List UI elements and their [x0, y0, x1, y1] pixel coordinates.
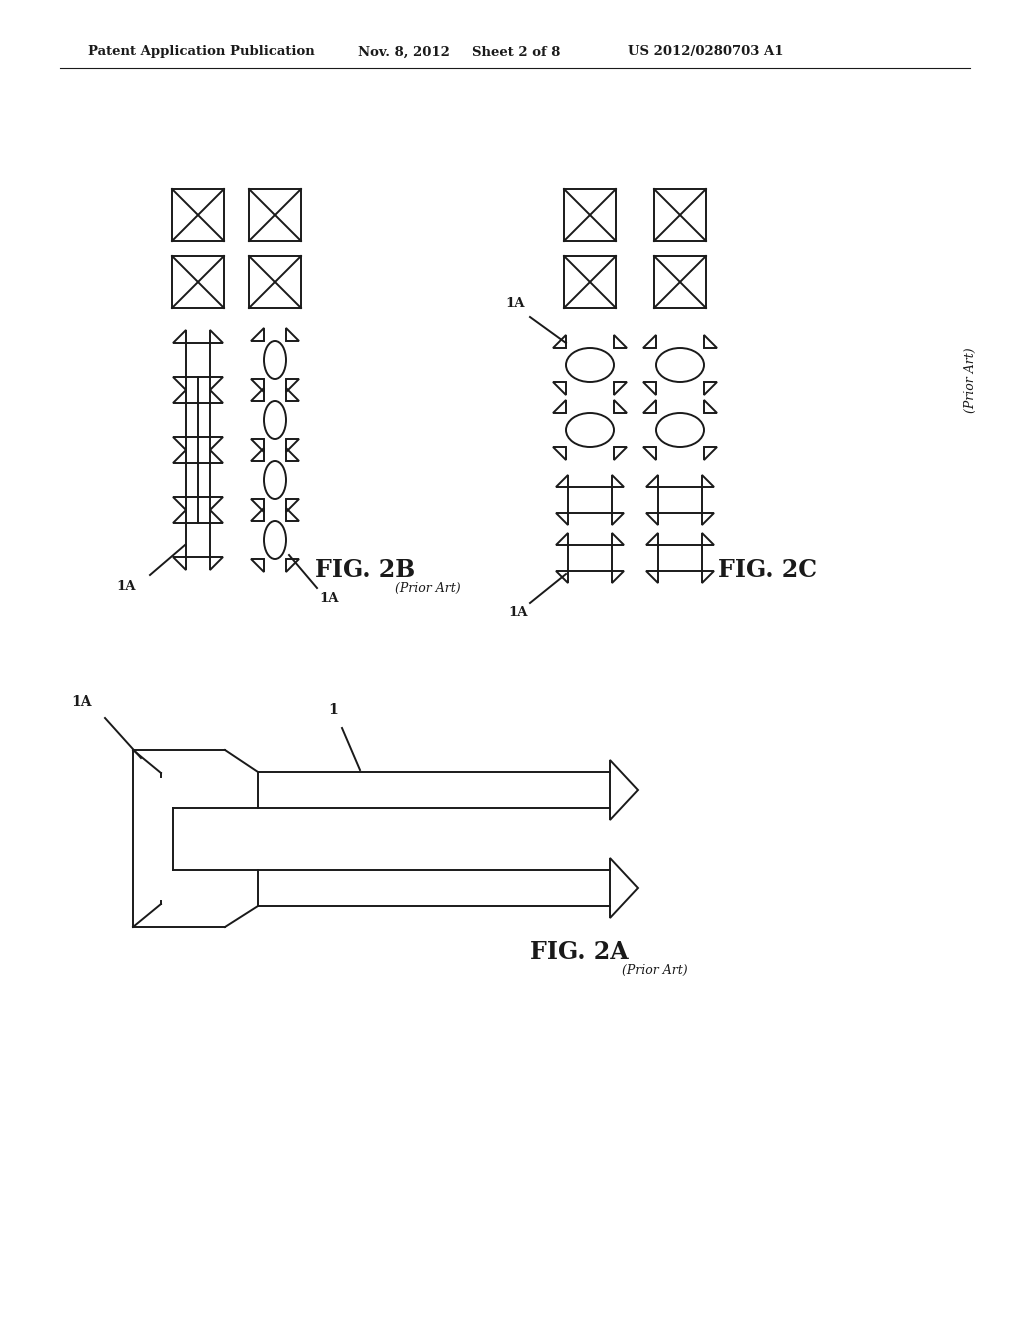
- Text: Patent Application Publication: Patent Application Publication: [88, 45, 314, 58]
- Text: (Prior Art): (Prior Art): [964, 347, 977, 413]
- Text: 1A: 1A: [508, 606, 527, 619]
- Text: 1A: 1A: [505, 297, 524, 310]
- Text: 1A: 1A: [116, 579, 135, 593]
- Bar: [568, 545, 612, 572]
- Bar: [186, 463, 210, 498]
- Text: (Prior Art): (Prior Art): [622, 964, 688, 977]
- Bar: [186, 343, 210, 378]
- Text: FIG. 2A: FIG. 2A: [530, 940, 629, 964]
- Bar: [568, 487, 612, 513]
- Text: Nov. 8, 2012: Nov. 8, 2012: [358, 45, 450, 58]
- Text: FIG. 2B: FIG. 2B: [315, 558, 415, 582]
- Text: 1A: 1A: [71, 696, 91, 709]
- Bar: [172, 189, 224, 242]
- Bar: [658, 545, 702, 572]
- Bar: [564, 256, 616, 308]
- Bar: [186, 523, 210, 557]
- Bar: [654, 189, 706, 242]
- Text: Sheet 2 of 8: Sheet 2 of 8: [472, 45, 560, 58]
- Bar: [249, 189, 301, 242]
- Text: 1A: 1A: [319, 591, 339, 605]
- Bar: [186, 403, 210, 437]
- Bar: [564, 189, 616, 242]
- Text: (Prior Art): (Prior Art): [395, 582, 461, 594]
- Bar: [249, 256, 301, 308]
- Text: US 2012/0280703 A1: US 2012/0280703 A1: [628, 45, 783, 58]
- Bar: [172, 256, 224, 308]
- Text: 1: 1: [328, 704, 338, 717]
- Bar: [654, 256, 706, 308]
- Bar: [658, 487, 702, 513]
- Text: FIG. 2C: FIG. 2C: [718, 558, 817, 582]
